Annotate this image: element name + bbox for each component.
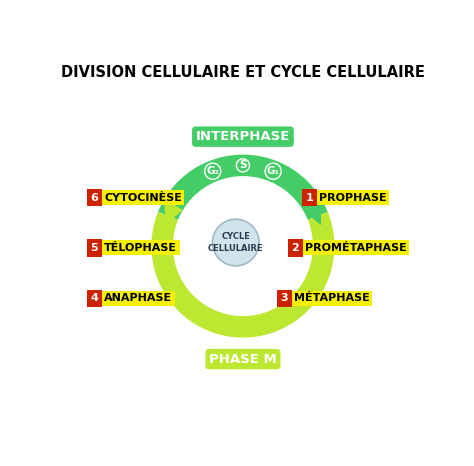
Polygon shape	[158, 155, 328, 220]
Text: G₁: G₁	[267, 166, 280, 176]
Text: TÉLOPHASE: TÉLOPHASE	[104, 243, 177, 253]
Text: 5: 5	[91, 243, 98, 253]
FancyBboxPatch shape	[277, 289, 292, 307]
Circle shape	[212, 219, 259, 266]
Text: 1: 1	[306, 192, 313, 203]
Text: 2: 2	[292, 243, 299, 253]
Text: MÉTAPHASE: MÉTAPHASE	[294, 293, 370, 303]
FancyBboxPatch shape	[87, 239, 102, 256]
Polygon shape	[151, 212, 335, 337]
Text: G₂: G₂	[206, 166, 219, 176]
FancyBboxPatch shape	[87, 289, 102, 307]
Text: CYCLE
CELLULAIRE: CYCLE CELLULAIRE	[208, 232, 264, 253]
Text: PHASE M: PHASE M	[209, 353, 277, 366]
Polygon shape	[164, 199, 183, 225]
Text: ANAPHASE: ANAPHASE	[104, 293, 172, 303]
Text: S: S	[239, 160, 246, 171]
Text: DIVISION CELLULAIRE ET CYCLE CELLULAIRE: DIVISION CELLULAIRE ET CYCLE CELLULAIRE	[61, 65, 425, 80]
FancyBboxPatch shape	[288, 239, 303, 256]
FancyBboxPatch shape	[302, 189, 317, 206]
Text: PROPHASE: PROPHASE	[319, 192, 387, 203]
Text: PROMÉTAPHASE: PROMÉTAPHASE	[305, 243, 407, 253]
Text: 4: 4	[91, 293, 98, 303]
FancyBboxPatch shape	[87, 189, 102, 206]
Polygon shape	[303, 199, 321, 225]
Text: 6: 6	[91, 192, 98, 203]
Text: INTERPHASE: INTERPHASE	[196, 130, 290, 143]
Text: CYTOCINÈSE: CYTOCINÈSE	[104, 192, 182, 203]
Text: 3: 3	[281, 293, 288, 303]
